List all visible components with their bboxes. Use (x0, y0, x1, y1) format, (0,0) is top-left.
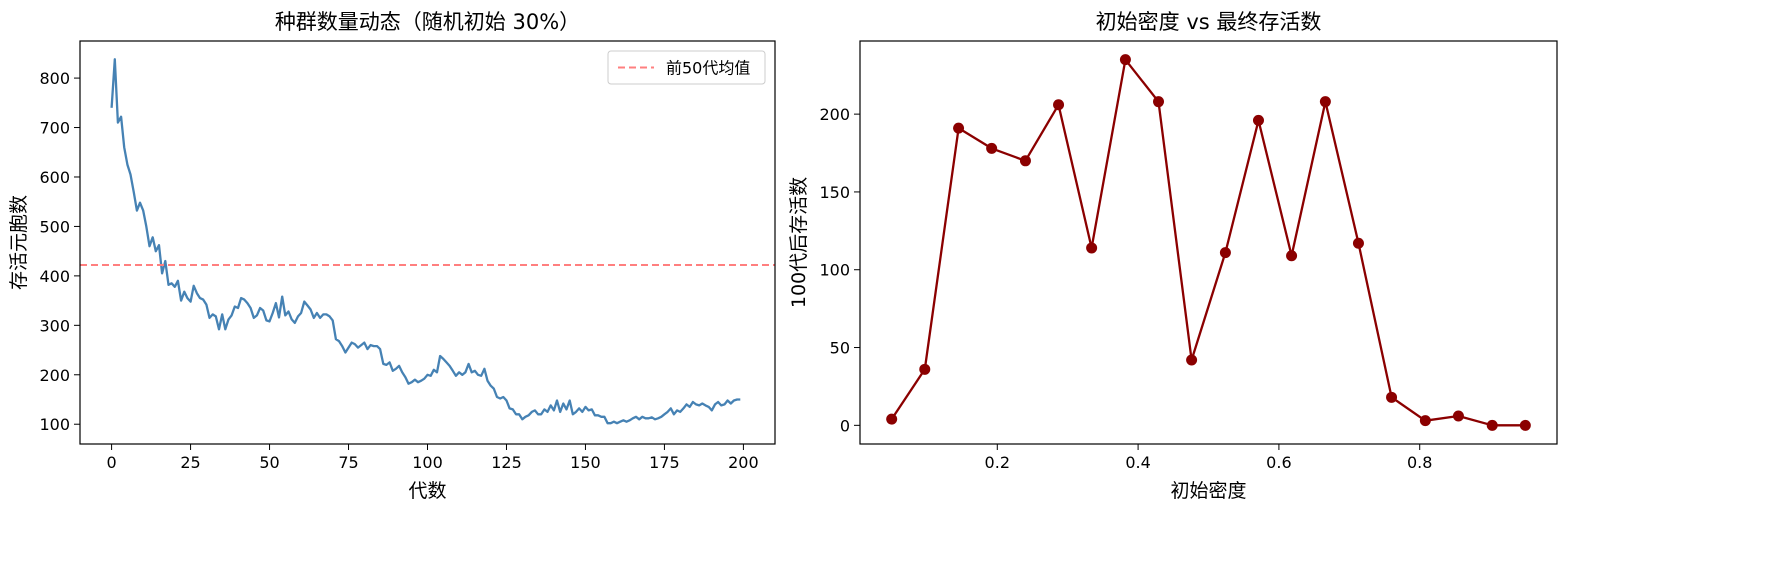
left-plot-marks (80, 58, 775, 425)
left-x-axis-label: 代数 (408, 480, 446, 502)
data-point (986, 142, 998, 154)
data-point (1319, 96, 1331, 108)
left-chart-title: 种群数量动态（随机初始 30%） (275, 10, 580, 34)
x-tick-label: 0.8 (1407, 453, 1432, 472)
y-tick-label: 150 (819, 183, 850, 202)
data-point (919, 363, 931, 375)
data-point (1419, 415, 1431, 427)
x-tick-label: 0.2 (985, 453, 1010, 472)
x-tick-label: 175 (649, 453, 680, 472)
x-tick-label: 100 (412, 453, 443, 472)
series-line (890, 58, 1526, 427)
y-tick-label: 500 (39, 217, 70, 236)
y-tick-label: 700 (39, 119, 70, 138)
data-point (1153, 96, 1165, 108)
y-tick-label: 200 (39, 366, 70, 385)
data-point (953, 122, 965, 134)
legend: 前50代均值 (607, 50, 766, 85)
left-plot-frame (79, 40, 776, 445)
y-tick-label: 600 (39, 168, 70, 187)
legend-box (607, 50, 766, 85)
left-y-axis-label: 存活元胞数 (8, 195, 30, 290)
population-dynamics-chart: 种群数量动态（随机初始 30%） 代数 存活元胞数 0 25 50 75 100 125 1… (8, 10, 776, 502)
data-point (1219, 247, 1231, 259)
x-tick-label: 150 (570, 453, 601, 472)
y-tick-label: 200 (819, 105, 850, 124)
x-tick-label: 75 (338, 453, 358, 472)
y-tick-label: 100 (819, 261, 850, 280)
data-point (886, 413, 898, 425)
left-axis-ticks: 0 25 50 75 100 125 150 175 200 100 200 300 400 500 600… (39, 69, 758, 472)
data-point (1452, 410, 1464, 422)
data-point (1252, 114, 1264, 126)
y-tick-label: 100 (39, 415, 70, 434)
x-tick-label: 125 (491, 453, 522, 472)
x-tick-label: 0 (106, 453, 116, 472)
right-chart-title: 初始密度 vs 最终存活数 (1096, 10, 1322, 34)
y-tick-label: 800 (39, 69, 70, 88)
x-tick-label: 0.6 (1266, 453, 1291, 472)
y-tick-label: 400 (39, 267, 70, 286)
data-point (1186, 354, 1198, 366)
data-point (1086, 242, 1098, 254)
data-point (1352, 237, 1364, 249)
x-tick-label: 0.4 (1125, 453, 1150, 472)
data-point (1019, 155, 1031, 167)
density-vs-survival-chart: 初始密度 vs 最终存活数 初始密度 100代后存活数 0.2 0.4 0.6 0.8… (788, 10, 1558, 502)
data-point (1286, 250, 1298, 262)
y-tick-label: 50 (830, 339, 850, 358)
data-point (1386, 391, 1398, 403)
y-tick-label: 0 (840, 416, 850, 435)
legend-label: 前50代均值 (666, 59, 750, 78)
right-x-axis-label: 初始密度 (1170, 480, 1246, 502)
right-plot-frame (859, 40, 1558, 445)
data-point (1119, 54, 1131, 66)
right-plot-marks (886, 54, 1531, 431)
right-y-axis-label: 100代后存活数 (788, 177, 810, 308)
series-line (110, 58, 741, 425)
y-tick-label: 300 (39, 316, 70, 335)
x-tick-label: 50 (259, 453, 279, 472)
x-tick-label: 25 (180, 453, 200, 472)
data-point (1519, 419, 1531, 431)
data-point (1053, 99, 1065, 111)
right-axis-ticks: 0.2 0.4 0.6 0.8 0 50 100 150 200 (819, 105, 1432, 472)
data-point (1486, 419, 1498, 431)
x-tick-label: 200 (728, 453, 759, 472)
